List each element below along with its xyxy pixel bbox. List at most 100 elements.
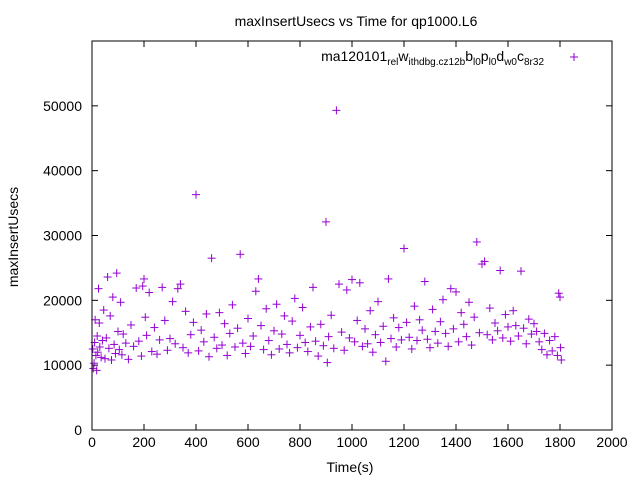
data-point xyxy=(433,339,442,348)
data-point xyxy=(446,284,455,293)
data-point xyxy=(117,350,126,359)
data-point xyxy=(537,345,546,354)
data-point xyxy=(311,337,320,346)
data-point xyxy=(550,332,559,341)
data-point xyxy=(400,244,408,253)
data-point xyxy=(316,320,325,329)
data-point xyxy=(101,354,109,363)
data-point xyxy=(441,329,450,338)
data-point xyxy=(332,106,341,115)
data-point xyxy=(301,338,310,347)
data-point xyxy=(210,333,219,342)
data-point xyxy=(228,300,237,309)
x-tick-label: 0 xyxy=(88,434,96,450)
data-point xyxy=(194,346,203,355)
data-point xyxy=(290,294,299,303)
data-point xyxy=(166,334,174,343)
data-point xyxy=(329,344,338,353)
data-point xyxy=(112,269,121,278)
legend: ma120101relwithdbg.cz12bbl0pl0dw0c8r32 xyxy=(321,48,578,68)
data-point xyxy=(491,319,499,328)
data-point xyxy=(275,344,284,353)
data-point xyxy=(288,317,297,326)
data-point xyxy=(147,347,156,356)
data-point xyxy=(95,343,104,352)
data-point xyxy=(522,339,531,348)
data-point xyxy=(540,329,549,338)
data-point xyxy=(314,352,323,361)
data-point xyxy=(472,237,481,246)
data-point xyxy=(108,293,117,302)
data-point xyxy=(381,357,390,366)
data-point xyxy=(498,333,507,342)
data-point xyxy=(134,337,143,346)
data-point xyxy=(514,331,523,340)
data-point xyxy=(160,316,169,325)
data-point xyxy=(138,282,147,291)
x-tick-label: 200 xyxy=(132,434,156,450)
data-point xyxy=(485,304,494,313)
data-point xyxy=(91,351,100,360)
data-point xyxy=(97,353,106,362)
data-point xyxy=(89,364,98,373)
data-point xyxy=(181,307,190,316)
data-point xyxy=(141,313,150,322)
data-point xyxy=(556,293,564,302)
x-tick-label: 1400 xyxy=(440,434,471,450)
data-point xyxy=(392,343,401,352)
data-point xyxy=(509,306,518,315)
data-point xyxy=(225,329,234,338)
data-point xyxy=(220,319,229,328)
data-point xyxy=(420,277,429,286)
data-point xyxy=(145,288,154,297)
data-point xyxy=(283,340,291,349)
data-point xyxy=(532,327,541,336)
data-point xyxy=(553,351,562,360)
data-point xyxy=(94,284,103,293)
data-point xyxy=(142,331,151,340)
data-point xyxy=(543,350,551,359)
data-point xyxy=(371,330,380,339)
data-point xyxy=(366,306,375,315)
data-point xyxy=(415,315,424,324)
legend-entry-label: ma120101relwithdbg.cz12bbl0pl0dw0c8r32 xyxy=(321,48,544,68)
data-point xyxy=(504,322,512,331)
x-tick-label: 1000 xyxy=(336,434,367,450)
data-point xyxy=(277,330,286,339)
data-point xyxy=(244,314,252,323)
y-tick-label: 40000 xyxy=(43,163,82,179)
data-point xyxy=(470,313,479,322)
data-point xyxy=(303,347,312,356)
data-point xyxy=(259,345,268,354)
data-point xyxy=(407,344,416,353)
data-point xyxy=(376,338,385,347)
data-point xyxy=(348,275,356,284)
data-point xyxy=(462,332,471,341)
data-point xyxy=(342,285,351,294)
data-point xyxy=(111,349,120,358)
data-point xyxy=(93,348,102,357)
data-point xyxy=(249,331,258,340)
data-point xyxy=(452,287,460,296)
data-point xyxy=(319,341,328,350)
data-point xyxy=(556,343,565,352)
data-point xyxy=(270,326,278,335)
data-point xyxy=(511,321,520,330)
data-point xyxy=(530,319,538,328)
data-point xyxy=(324,332,333,341)
x-tick-label: 800 xyxy=(288,434,312,450)
y-tick-label: 10000 xyxy=(43,357,82,373)
data-point xyxy=(439,295,447,304)
data-point xyxy=(517,267,525,276)
data-point xyxy=(192,190,200,199)
data-point xyxy=(264,336,273,345)
data-point xyxy=(374,297,382,306)
data-point xyxy=(449,324,458,333)
x-tick-label: 1200 xyxy=(388,434,419,450)
data-point xyxy=(205,352,213,361)
data-point xyxy=(345,333,354,342)
data-point xyxy=(103,272,112,281)
data-point xyxy=(454,337,463,346)
data-point xyxy=(475,328,484,337)
data-point xyxy=(379,322,388,331)
